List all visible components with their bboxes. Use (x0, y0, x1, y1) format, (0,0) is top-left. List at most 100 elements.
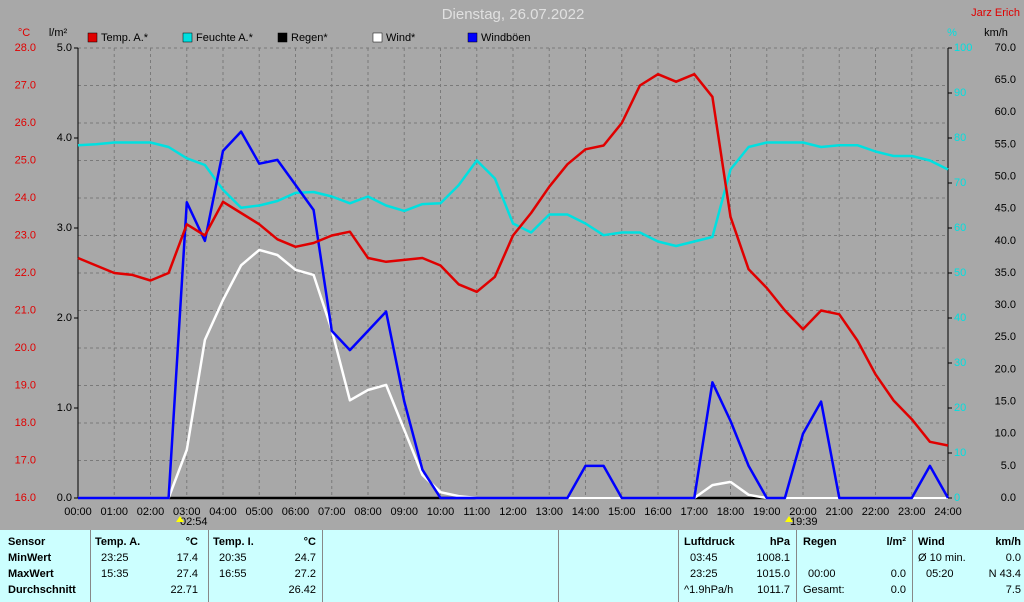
x-tick-label: 21:00 (825, 506, 853, 518)
table-cell: Ø 10 min. (918, 552, 966, 564)
separator (90, 530, 91, 602)
table-cell: MinWert (8, 552, 52, 564)
separator (558, 530, 559, 602)
table-cell: hPa (769, 536, 790, 548)
x-tick-label: 24:00 (934, 506, 962, 518)
humidity-tick-label: 80 (954, 132, 966, 144)
wind-tick-label: 70.0 (995, 42, 1016, 54)
legend-swatch (182, 32, 193, 43)
table-cell: Sensor (8, 536, 46, 548)
table-cell: 7.5 (1005, 584, 1021, 596)
x-tick-label: 05:00 (245, 506, 273, 518)
humidity-tick-label: 20 (954, 402, 966, 414)
legend-swatch (277, 32, 288, 43)
x-tick-label: 13:00 (535, 506, 563, 518)
separator (322, 530, 323, 602)
table-cell: Durchschnitt (8, 584, 76, 596)
sunrise: 02:54 (180, 516, 208, 528)
y-tick-label: 22.0 (15, 267, 36, 279)
y-tick-label: 25.0 (15, 154, 36, 166)
wind-tick-label: 35.0 (995, 267, 1016, 279)
humidity-tick-label: 70 (954, 177, 966, 189)
x-tick-label: 12:00 (499, 506, 527, 518)
table-cell: 17.4 (176, 552, 198, 564)
humidity-tick-label: 60 (954, 222, 966, 234)
sunrise-icon (176, 516, 184, 522)
humidity-axis-unit: % (947, 27, 957, 39)
table-cell: 0.0 (1005, 552, 1021, 564)
table-cell: l/m² (886, 536, 906, 548)
table-cell: 27.4 (176, 568, 198, 580)
table-cell: N 43.4 (988, 568, 1021, 580)
legend-swatch (467, 32, 478, 43)
table-cell: Temp. I. (213, 536, 254, 548)
table-cell: 1015.0 (756, 568, 790, 580)
series-line (77, 141, 949, 248)
wind-tick-label: 15.0 (995, 395, 1016, 407)
wind-tick-label: 45.0 (995, 203, 1016, 215)
wind-tick-label: 25.0 (995, 331, 1016, 343)
x-tick-label: 01:00 (100, 506, 128, 518)
wind-tick-label: 0.0 (1001, 492, 1016, 504)
author: Jarz Erich (971, 7, 1020, 19)
x-tick-label: 10:00 (427, 506, 455, 518)
y-tick-label: 21.0 (15, 304, 36, 316)
table-cell: km/h (995, 536, 1021, 548)
x-tick-label: 02:00 (137, 506, 165, 518)
x-tick-label: 20:00 (789, 506, 817, 518)
y-tick-label: 20.0 (15, 342, 36, 354)
legend-label: Feuchte A.* (196, 32, 254, 44)
table-cell: 23:25 (690, 568, 718, 580)
legend-label: Temp. A.* (101, 32, 149, 44)
y-tick-label: 19.0 (15, 379, 36, 391)
y-tick-label: 16.0 (15, 492, 36, 504)
separator (912, 530, 913, 602)
humidity-tick-label: 40 (954, 312, 966, 324)
table-cell: 1011.7 (757, 584, 790, 596)
x-tick-label: 00:00 (64, 506, 92, 518)
humidity-tick-label: 90 (954, 87, 966, 99)
y-tick-label: 27.0 (15, 79, 36, 91)
y-axis-unit: °C (18, 27, 30, 39)
table-cell: 27.2 (294, 568, 316, 580)
x-tick-label: 17:00 (680, 506, 708, 518)
x-tick-label: 09:00 (390, 506, 418, 518)
humidity-tick-label: 10 (954, 447, 966, 459)
chart: Dienstag, 26.07.2022 Jarz Erich °C l/m² … (15, 6, 1020, 528)
table-cell: Regen (803, 536, 837, 548)
table-cell: 23:25 (101, 552, 129, 564)
table-cell: 26.42 (288, 584, 316, 596)
x-tick-label: 06:00 (282, 506, 310, 518)
table-cell: Temp. A. (95, 536, 141, 548)
table-cell: 16:55 (219, 568, 247, 580)
sunset: 19:39 (790, 516, 818, 528)
table-cell: 00:00 (808, 568, 836, 580)
x-tick-label: 22:00 (862, 506, 890, 518)
table-cell: 0.0 (890, 584, 906, 596)
table-cell: MaxWert (8, 568, 54, 580)
x-tick-label: 08:00 (354, 506, 382, 518)
table-cell: 03:45 (690, 552, 718, 564)
x-tick-label: 11:00 (463, 506, 490, 518)
table-cell: 0.0 (890, 568, 906, 580)
y-tick-label: 26.0 (15, 117, 36, 129)
rain-tick-label: 4.0 (57, 132, 72, 144)
humidity-tick-label: 30 (954, 357, 966, 369)
x-tick-label: 19:00 (753, 506, 781, 518)
wind-tick-label: 55.0 (995, 138, 1016, 150)
rain-tick-label: 2.0 (57, 312, 72, 324)
legend-swatch (372, 32, 383, 43)
y-tick-label: 23.0 (15, 229, 36, 241)
wind-tick-label: 20.0 (995, 363, 1016, 375)
legend-label: Windböen (481, 32, 531, 44)
legend-swatch (87, 32, 98, 43)
x-tick-label: 23:00 (898, 506, 926, 518)
x-tick-label: 16:00 (644, 506, 672, 518)
wind-tick-label: 50.0 (995, 170, 1016, 182)
table-cell: °C (303, 536, 316, 548)
wind-tick-label: 5.0 (1001, 460, 1016, 472)
x-tick-label: 15:00 (608, 506, 636, 518)
humidity-tick-label: 50 (954, 267, 966, 279)
separator (796, 530, 797, 602)
